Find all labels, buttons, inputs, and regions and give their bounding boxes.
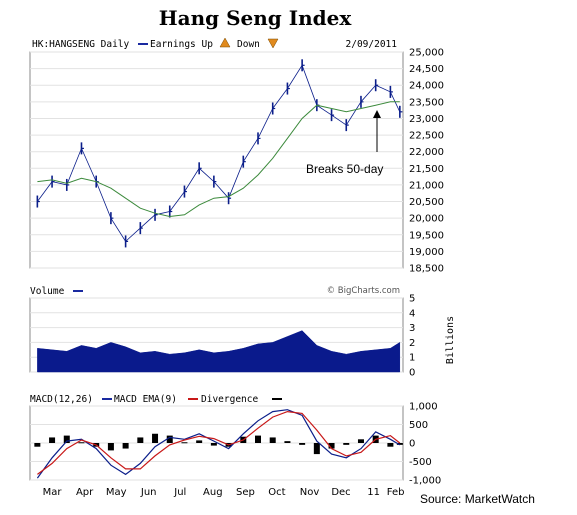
x-axis-month-tick: 11 bbox=[367, 487, 380, 498]
x-axis-month-tick: Feb bbox=[387, 487, 405, 498]
x-axis-month-tick: Jun bbox=[140, 487, 157, 498]
divergence-bar bbox=[357, 439, 364, 443]
divergence-bar bbox=[255, 435, 262, 443]
divergence-bar bbox=[152, 433, 159, 443]
divergence-bar bbox=[396, 443, 403, 445]
macd-line bbox=[36, 409, 401, 479]
price-y-tick: 22,000 bbox=[409, 147, 444, 158]
price-y-tick: 19,000 bbox=[409, 247, 444, 258]
earnings-up-icon bbox=[219, 37, 231, 48]
divergence-bar bbox=[210, 443, 217, 446]
page-title: Hang Seng Index bbox=[158, 6, 352, 30]
x-axis-month-tick: Oct bbox=[268, 487, 285, 498]
divergence-bar bbox=[107, 443, 114, 451]
divergence-bar bbox=[387, 443, 394, 447]
price-y-tick: 23,000 bbox=[409, 114, 444, 125]
symbol-label: HK:HANGSENG Daily bbox=[32, 39, 130, 50]
volume-y-tick: 3 bbox=[409, 323, 415, 334]
macd-y-tick: -500 bbox=[409, 457, 432, 468]
divergence-legend: Divergence bbox=[201, 394, 258, 405]
volume-area bbox=[37, 330, 401, 373]
x-axis-month-tick: Mar bbox=[43, 487, 63, 498]
volume-y-tick: 5 bbox=[409, 294, 415, 305]
x-axis-month-tick: Sep bbox=[236, 487, 255, 498]
volume-y-tick: 0 bbox=[409, 368, 415, 379]
divergence-bar bbox=[328, 443, 335, 449]
source-label: Source: MarketWatch bbox=[420, 492, 535, 506]
divergence-bar bbox=[137, 437, 144, 443]
divergence-bar bbox=[78, 442, 85, 444]
earnings-down-label: Down bbox=[237, 39, 260, 50]
divergence-bar bbox=[269, 437, 276, 443]
x-axis-month-tick: Aug bbox=[203, 487, 223, 498]
macd-y-tick: -1,000 bbox=[409, 476, 441, 487]
divergence-bar bbox=[313, 443, 320, 455]
divergence-bar bbox=[284, 441, 291, 443]
x-axis-month-tick: Nov bbox=[300, 487, 320, 498]
volume-y-tick: 2 bbox=[409, 338, 415, 349]
x-axis-month-tick: Jul bbox=[173, 487, 186, 498]
divergence-bar bbox=[343, 443, 350, 445]
volume-y-tick: 4 bbox=[409, 308, 415, 319]
price-y-tick: 24,000 bbox=[409, 81, 444, 92]
moving-average-line bbox=[37, 101, 400, 218]
breaks-50-day-annotation: Breaks 50-day bbox=[306, 162, 383, 176]
price-y-tick: 19,500 bbox=[409, 230, 444, 241]
volume-unit-label: Billions bbox=[445, 316, 456, 364]
divergence-bar bbox=[34, 443, 41, 447]
price-y-tick: 23,500 bbox=[409, 97, 444, 108]
header-date: 2/09/2011 bbox=[346, 39, 398, 50]
volume-y-tick: 1 bbox=[409, 353, 415, 364]
price-y-tick: 18,500 bbox=[409, 264, 444, 275]
macd-title: MACD(12,26) bbox=[30, 394, 93, 405]
divergence-bar bbox=[299, 443, 306, 445]
price-panel bbox=[29, 51, 404, 269]
macd-ema-legend: MACD EMA(9) bbox=[114, 394, 177, 405]
divergence-bar bbox=[196, 440, 203, 443]
divergence-bar bbox=[49, 437, 56, 443]
price-y-tick: 25,000 bbox=[409, 48, 444, 59]
macd-y-tick: 500 bbox=[409, 420, 428, 431]
volume-title: Volume bbox=[30, 286, 65, 297]
macd-y-tick: 0 bbox=[409, 439, 415, 450]
price-y-tick: 20,000 bbox=[409, 214, 444, 225]
bigcharts-credit: © BigCharts.com bbox=[327, 286, 400, 296]
earnings-up-label: Earnings Up bbox=[150, 39, 213, 50]
annotation-arrow-head bbox=[373, 110, 381, 118]
x-axis-month-tick: May bbox=[106, 487, 127, 498]
divergence-bar bbox=[181, 442, 188, 444]
price-close-path bbox=[37, 64, 401, 243]
macd-y-tick: 1,000 bbox=[409, 402, 438, 413]
price-y-tick: 21,000 bbox=[409, 180, 444, 191]
x-axis-month-tick: Apr bbox=[76, 487, 94, 498]
divergence-bar bbox=[122, 443, 129, 449]
earnings-down-icon bbox=[267, 38, 279, 49]
price-y-tick: 20,500 bbox=[409, 197, 444, 208]
x-axis-month-tick: Dec bbox=[331, 487, 350, 498]
divergence-bar bbox=[63, 435, 70, 443]
price-y-tick: 22,500 bbox=[409, 131, 444, 142]
price-y-tick: 21,500 bbox=[409, 164, 444, 175]
divergence-bar bbox=[166, 435, 173, 443]
macd-ema-line bbox=[37, 410, 401, 475]
price-y-tick: 24,500 bbox=[409, 64, 444, 75]
